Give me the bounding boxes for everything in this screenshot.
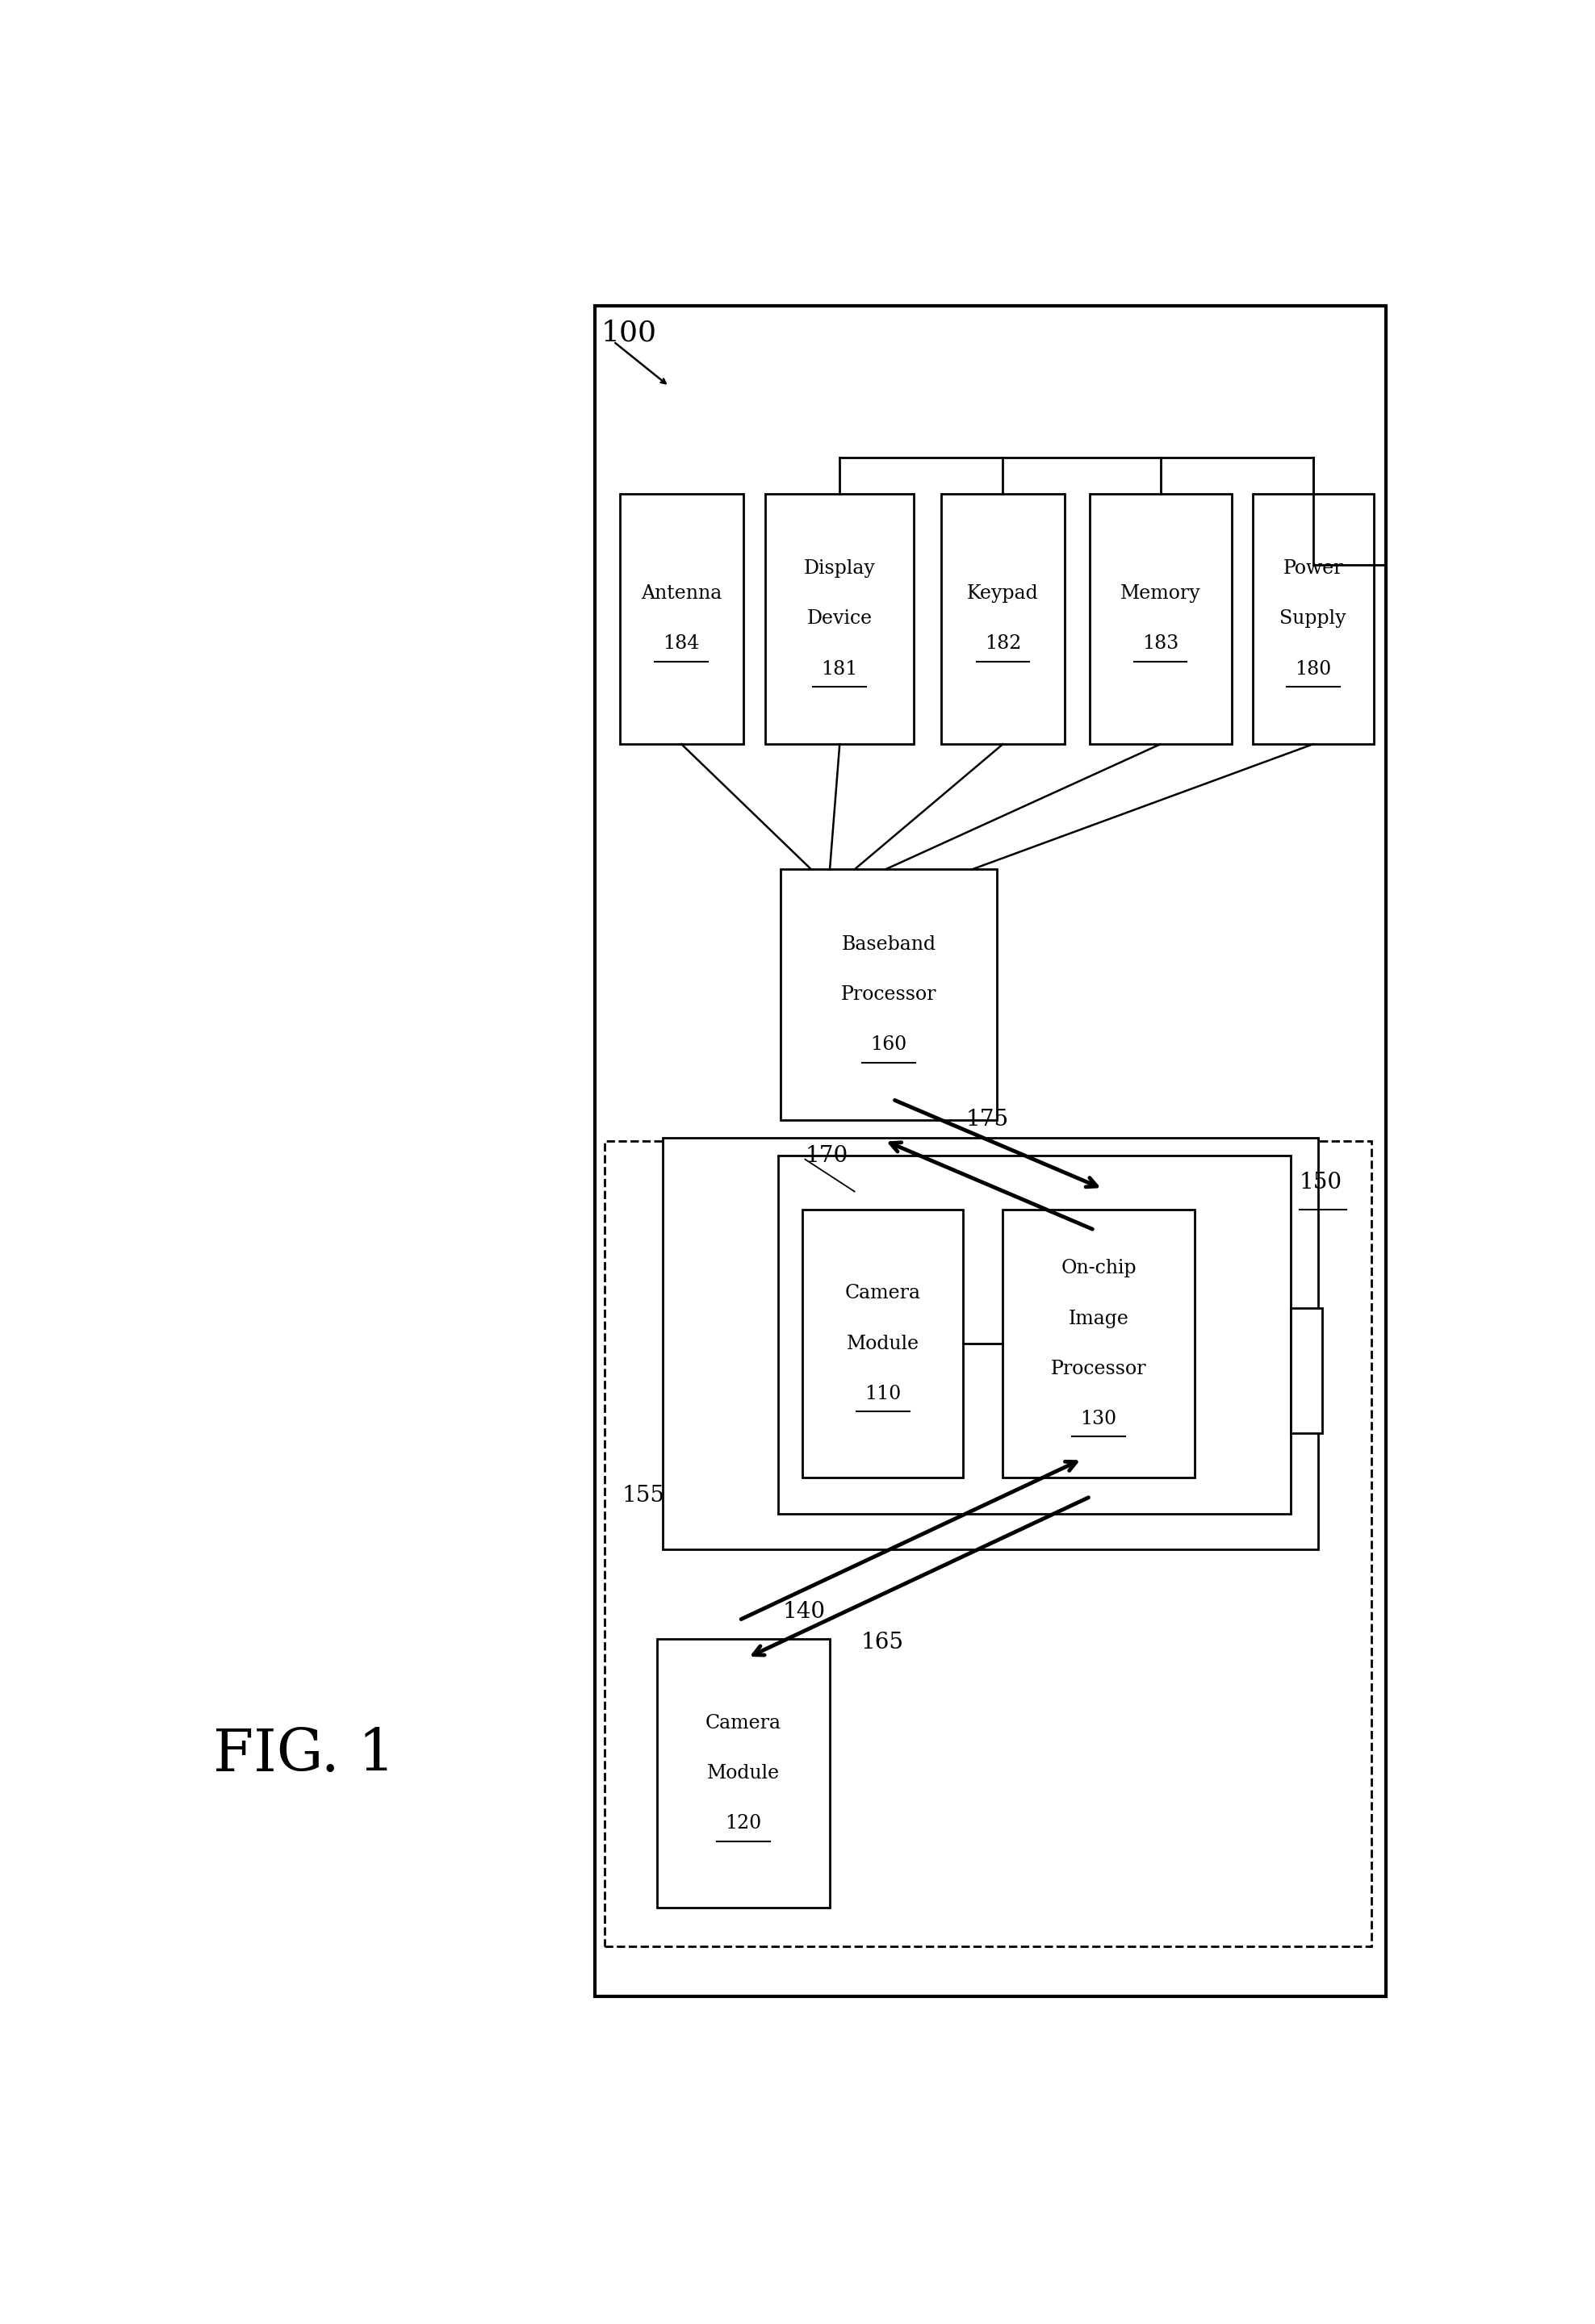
- Text: Image: Image: [1069, 1308, 1129, 1327]
- Text: Device: Device: [807, 609, 872, 627]
- Text: 183: 183: [1142, 634, 1179, 653]
- Bar: [619, 493, 743, 744]
- Text: 100: 100: [601, 318, 657, 346]
- Text: 180: 180: [1295, 660, 1332, 679]
- Text: 170: 170: [805, 1146, 849, 1167]
- Text: 120: 120: [726, 1815, 761, 1834]
- Text: 160: 160: [871, 1037, 908, 1055]
- Bar: [595, 307, 1386, 1996]
- Text: Module: Module: [707, 1764, 780, 1783]
- Text: On-chip: On-chip: [1061, 1260, 1137, 1278]
- Text: Baseband: Baseband: [841, 934, 936, 953]
- Text: Power: Power: [1282, 560, 1343, 579]
- Bar: [605, 1141, 1372, 1948]
- Text: 140: 140: [783, 1601, 826, 1622]
- Bar: [1290, 1308, 1322, 1434]
- Text: 110: 110: [864, 1385, 901, 1404]
- Bar: [778, 1155, 1290, 1513]
- Bar: [802, 1208, 963, 1478]
- Bar: [1089, 493, 1231, 744]
- Text: FIG. 1: FIG. 1: [214, 1727, 396, 1783]
- Text: Camera: Camera: [705, 1713, 782, 1731]
- Text: 150: 150: [1300, 1171, 1343, 1195]
- Bar: [1003, 1208, 1195, 1478]
- Bar: [664, 1139, 1317, 1550]
- Text: Supply: Supply: [1279, 609, 1346, 627]
- Text: Processor: Processor: [1051, 1360, 1147, 1378]
- Bar: [1252, 493, 1373, 744]
- Text: 155: 155: [622, 1485, 665, 1506]
- Bar: [780, 869, 997, 1120]
- Bar: [941, 493, 1064, 744]
- Text: Memory: Memory: [1120, 586, 1201, 604]
- Text: 182: 182: [984, 634, 1021, 653]
- Text: Keypad: Keypad: [967, 586, 1038, 604]
- Text: 181: 181: [821, 660, 858, 679]
- Text: Module: Module: [847, 1334, 919, 1353]
- Text: Display: Display: [804, 560, 876, 579]
- Text: 184: 184: [664, 634, 700, 653]
- Bar: [657, 1638, 829, 1908]
- Text: 175: 175: [967, 1109, 1008, 1132]
- Bar: [766, 493, 914, 744]
- Text: Camera: Camera: [845, 1285, 920, 1304]
- Text: Antenna: Antenna: [641, 586, 723, 604]
- Text: 165: 165: [861, 1631, 903, 1652]
- Text: Processor: Processor: [841, 985, 936, 1004]
- Text: 130: 130: [1080, 1408, 1116, 1427]
